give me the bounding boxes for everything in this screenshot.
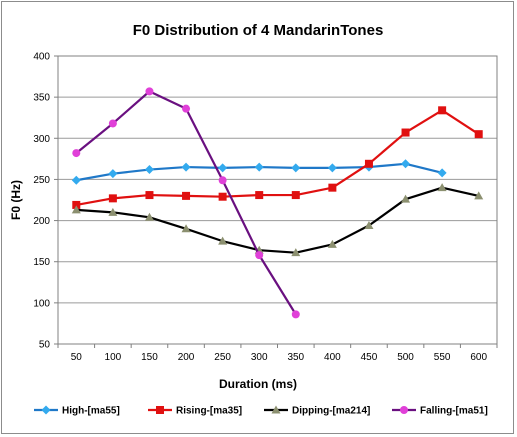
data-point [182, 191, 191, 200]
x-axis-ticks: 50 100 150 200 250 300 350 400 450 500 550 600 [57, 344, 498, 363]
data-point [144, 165, 154, 175]
data-point [145, 87, 154, 96]
data-point [328, 183, 337, 192]
data-point [255, 191, 264, 200]
data-point [218, 163, 228, 173]
x-tick-label: 300 [251, 352, 268, 363]
data-point [218, 236, 228, 245]
y-tick-label: 400 [33, 52, 50, 63]
y-tick-label: 200 [33, 216, 50, 227]
series-2 [72, 106, 483, 209]
data-point [218, 176, 227, 185]
data-point [291, 248, 301, 257]
data-point [181, 162, 191, 172]
y-axis-ticks: 50 100 150 200 250 300 350 400 [33, 52, 58, 351]
x-tick-label: 200 [178, 352, 195, 363]
data-point [72, 149, 81, 158]
y-axis-label: F0 (Hz) [9, 180, 23, 220]
data-point [108, 119, 117, 128]
grid-lines [58, 55, 497, 304]
y-tick-label: 100 [33, 298, 50, 309]
x-tick-label: 450 [361, 352, 378, 363]
data-point [401, 194, 411, 203]
data-point [145, 191, 154, 200]
series-1 [71, 159, 447, 185]
x-tick-label: 400 [324, 352, 341, 363]
data-point [144, 212, 154, 221]
legend-label: High-[ma55] [62, 406, 120, 417]
data-point [71, 205, 81, 214]
data-point [291, 191, 300, 200]
x-tick-label: 350 [287, 352, 304, 363]
data-point [182, 104, 191, 113]
data-point [72, 200, 81, 209]
series-line [76, 186, 479, 254]
data-point [327, 163, 337, 173]
legend-item: Rising-[ma35] [148, 406, 242, 417]
series-3 [71, 183, 484, 257]
x-tick-label: 500 [397, 352, 414, 363]
data-point [401, 159, 411, 169]
y-tick-label: 350 [33, 93, 50, 104]
data-point [401, 128, 410, 137]
legend-marker [41, 405, 51, 415]
data-point [474, 191, 484, 200]
legend-label: Dipping-[ma214] [292, 406, 370, 417]
x-tick-label: 150 [141, 352, 158, 363]
legend-marker [156, 406, 164, 414]
data-point [254, 162, 264, 172]
series-line [76, 109, 480, 207]
series-4 [72, 87, 300, 319]
chart-title: F0 Distribution of 4 MandarinTones [133, 22, 384, 39]
y-tick-label: 300 [33, 134, 50, 145]
legend-item: Dipping-[ma214] [264, 405, 370, 417]
plot-area [57, 55, 498, 345]
x-tick-label: 550 [434, 352, 451, 363]
data-point [291, 310, 300, 319]
x-tick-label: 250 [214, 352, 231, 363]
data-point [181, 224, 191, 233]
data-point [108, 207, 118, 216]
data-point [364, 159, 373, 168]
y-tick-label: 250 [33, 175, 50, 186]
data-point [364, 221, 374, 230]
data-point [71, 175, 81, 185]
data-point [108, 169, 118, 179]
data-point [474, 130, 483, 139]
x-axis-label: Duration (ms) [219, 377, 297, 391]
data-point [437, 168, 447, 178]
legend: High-[ma55] Rising-[ma35] Dipping-[ma214] F… [34, 405, 488, 417]
y-tick-label: 150 [33, 257, 50, 268]
legend-label: Falling-[ma51] [420, 406, 488, 417]
data-point [108, 194, 117, 203]
legend-item: Falling-[ma51] [392, 406, 488, 417]
data-point [291, 163, 301, 173]
series-layer [71, 87, 484, 319]
data-point [218, 192, 227, 201]
x-tick-label: 600 [470, 352, 487, 363]
x-tick-label: 100 [105, 352, 122, 363]
legend-marker [400, 406, 408, 414]
data-point [327, 239, 337, 248]
data-point [437, 183, 447, 192]
legend-marker [271, 405, 281, 414]
y-tick-label: 50 [39, 340, 51, 351]
legend-item: High-[ma55] [34, 405, 120, 417]
x-tick-label: 50 [71, 352, 83, 363]
data-point [438, 106, 447, 115]
data-point [255, 251, 264, 260]
legend-label: Rising-[ma35] [176, 406, 242, 417]
